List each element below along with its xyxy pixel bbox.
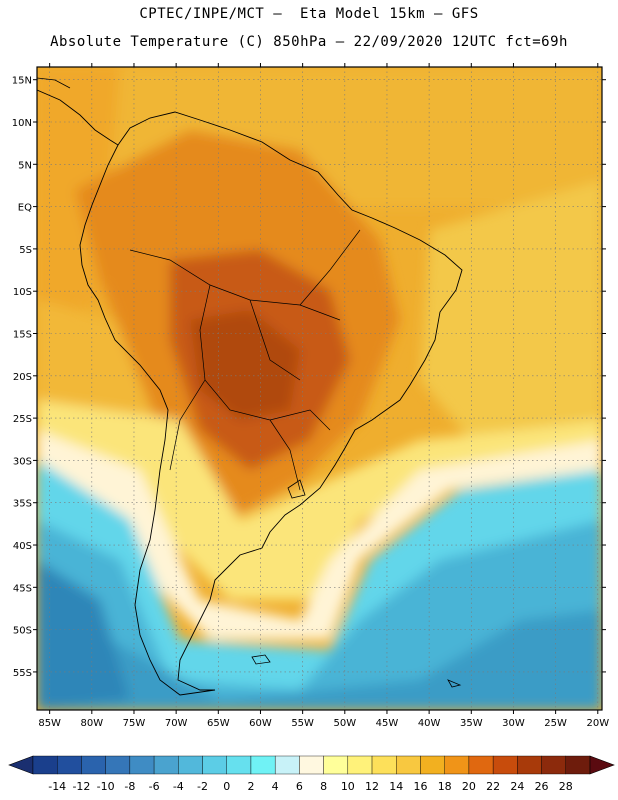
colorbar-label: -8: [124, 780, 135, 793]
map-title: CPTEC/INPE/MCT – Eta Model 15km – GFS: [139, 6, 479, 22]
country-borders: [129, 229, 361, 491]
colorbar-bin: [202, 755, 227, 775]
south-america-outline: [79, 111, 463, 696]
lagoa-dos-patos: [287, 479, 306, 499]
lon-label: 55W: [291, 718, 314, 729]
colorbar-bin: [129, 755, 155, 775]
colorbar-over-arrow: [589, 755, 615, 775]
colorbar-label: 26: [535, 780, 549, 793]
falkland-islands: [251, 654, 271, 665]
colorbar-label: 24: [510, 780, 524, 793]
colorbar-label: 8: [320, 780, 327, 793]
lat-label: 15S: [13, 330, 32, 341]
colorbar-label: -10: [97, 780, 115, 793]
colorbar-label: 2: [247, 780, 254, 793]
colorbar-bin: [347, 755, 373, 775]
lat-label: 10S: [13, 287, 32, 298]
lon-label: 20W: [586, 718, 609, 729]
colorbar-label: -4: [173, 780, 184, 793]
colorbar-label: 6: [296, 780, 303, 793]
field-core-hot: [190, 310, 300, 420]
colorbar-bin: [274, 755, 300, 775]
colorbar-under-arrow: [8, 755, 34, 775]
lat-label: 55S: [13, 668, 32, 679]
lon-label: 40W: [418, 718, 441, 729]
lon-label: 30W: [502, 718, 525, 729]
colorbar-label: 22: [486, 780, 500, 793]
lon-label: 35W: [460, 718, 483, 729]
field-south-deep: [37, 600, 602, 710]
lon-label: 85W: [38, 718, 61, 729]
plot-frame: [36, 66, 603, 711]
colorbar-bin: [444, 755, 470, 775]
lat-label: 50S: [13, 626, 32, 637]
colorbar-label: 4: [272, 780, 279, 793]
colorbar-bin: [226, 755, 252, 775]
colorbar-label: 28: [559, 780, 573, 793]
colorbar-bin: [178, 755, 203, 775]
colorbar-bin: [468, 755, 494, 775]
colorbar-bin: [299, 755, 324, 775]
lat-label: 45S: [13, 583, 32, 594]
colorbar-bin: [57, 755, 82, 775]
colorbar-bin: [541, 755, 566, 775]
colorbar-label: 0: [223, 780, 230, 793]
lon-label: 65W: [207, 718, 230, 729]
lon-label: 60W: [249, 718, 272, 729]
colorbar-bin: [371, 755, 397, 775]
colorbar-label: 10: [341, 780, 355, 793]
lat-label: 15N: [12, 76, 32, 87]
coastlines: [37, 77, 463, 696]
colorbar-bin: [517, 755, 542, 775]
colorbar-label: -14: [48, 780, 66, 793]
lat-label: 35S: [13, 499, 32, 510]
colorbar-bin: [81, 755, 106, 775]
lat-label: 30S: [13, 456, 32, 467]
colorbar-label: -6: [149, 780, 160, 793]
map-subtitle: Absolute Temperature (C) 850hPa – 22/09/…: [50, 34, 568, 50]
colorbar-bin: [492, 755, 518, 775]
south-georgia: [447, 679, 462, 688]
colorbar-label: 14: [389, 780, 403, 793]
lon-label: 25W: [544, 718, 567, 729]
colorbar-label: 18: [438, 780, 452, 793]
lon-label: 70W: [165, 718, 188, 729]
colorbar-bin: [153, 755, 179, 775]
lat-label: 40S: [13, 541, 32, 552]
lat-label: 5N: [18, 160, 32, 171]
field-south-yellow: [37, 400, 602, 600]
latitude-labels: 15N 10N 5N EQ 5S 10S 15S 20S 25S 30S 35S 40S 45S 50S 5…: [12, 76, 606, 679]
colorbar-bin: [420, 755, 445, 775]
colorbar-label: -2: [197, 780, 208, 793]
colorbar-bin: [323, 755, 349, 775]
lon-label: 50W: [333, 718, 356, 729]
field-pale-strip: [37, 430, 602, 640]
lon-label: 75W: [123, 718, 146, 729]
colorbar-label: -12: [72, 780, 90, 793]
field-southwest-dark: [37, 560, 130, 710]
lat-label: EQ: [18, 203, 32, 214]
caribbean-coast: [37, 77, 71, 89]
field-atlantic-yellow: [420, 180, 602, 440]
lat-label: 10N: [12, 118, 32, 129]
temperature-field: [37, 67, 602, 710]
colorbar: -14 -12 -10 -8 -6 -4 -2 0 2 4 6 8 10 12 14 16 18 20 22 24 26…: [8, 755, 615, 793]
colorbar-bin: [250, 755, 276, 775]
lat-label: 5S: [19, 245, 32, 256]
colorbar-bin: [32, 755, 58, 775]
colorbar-label: 20: [462, 780, 476, 793]
longitude-labels: 85W 80W 75W 70W 65W 60W 55W 50W 45W 40W 35W 30W 25W 2…: [38, 63, 609, 729]
lon-label: 80W: [81, 718, 104, 729]
colorbar-label: 12: [365, 780, 379, 793]
gridlines: [37, 67, 602, 710]
lat-label: 25S: [13, 414, 32, 425]
colorbar-label: 16: [413, 780, 427, 793]
lat-label: 20S: [13, 372, 32, 383]
colorbar-bin: [396, 755, 421, 775]
central-america-outline: [37, 89, 119, 146]
colorbar-bin: [105, 755, 131, 775]
colorbar-bin: [565, 755, 591, 775]
lon-label: 45W: [376, 718, 399, 729]
